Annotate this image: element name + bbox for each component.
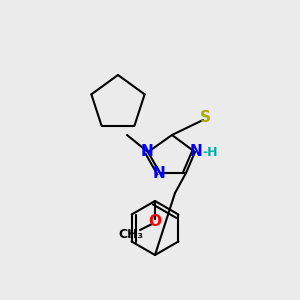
Text: CH₃: CH₃ (118, 229, 143, 242)
Text: S: S (200, 110, 211, 125)
Text: N: N (190, 145, 202, 160)
Text: N: N (141, 145, 153, 160)
Text: -H: -H (202, 146, 218, 158)
Text: N: N (153, 167, 165, 182)
Text: O: O (148, 214, 161, 229)
